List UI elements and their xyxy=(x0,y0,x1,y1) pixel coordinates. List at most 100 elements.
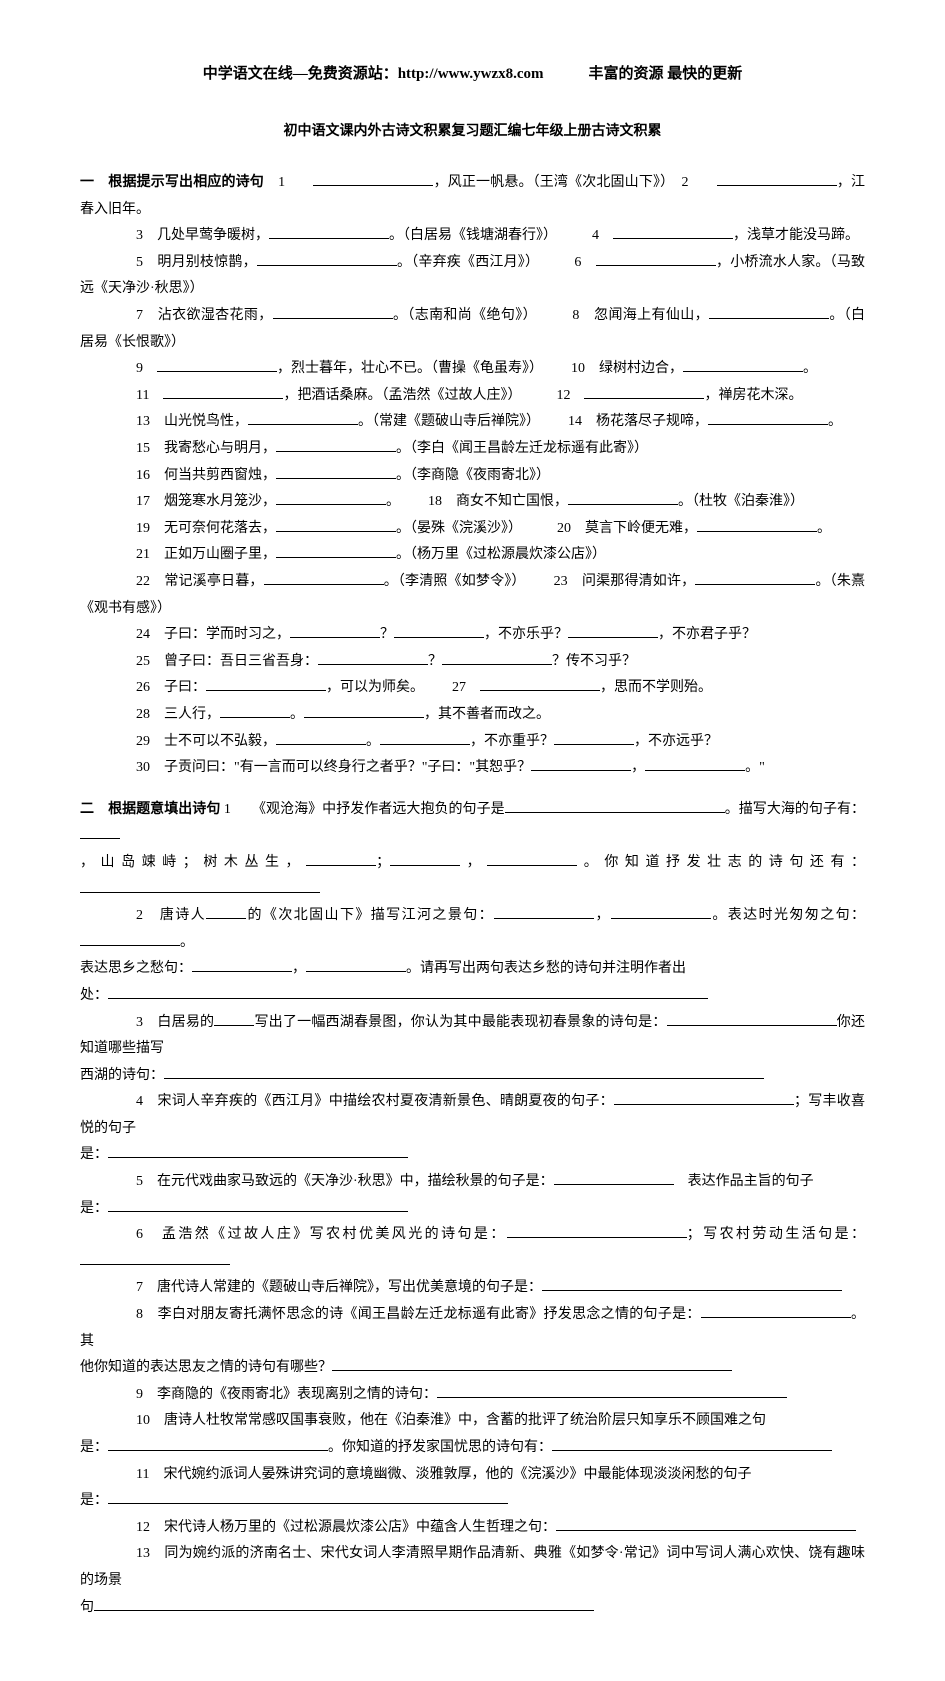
item-line: 7 唐代诗人常建的《题破山寺后禅院》，写出优美意境的句子是： xyxy=(80,1275,865,1302)
blank[interactable] xyxy=(437,1383,787,1398)
blank[interactable] xyxy=(614,1090,794,1105)
blank[interactable] xyxy=(257,251,397,266)
item-num: 10 xyxy=(108,1408,150,1435)
blank[interactable] xyxy=(276,517,396,532)
text: 同为婉约派的济南名士、宋代女词人李清照早期作品清新、典雅《如梦令·常记》词中写词… xyxy=(80,1546,865,1588)
item-line: 5 在元代戏曲家马致远的《天净沙·秋思》中，描绘秋景的句子是： 表达作品主旨的句… xyxy=(80,1169,865,1196)
blank[interactable] xyxy=(554,1170,674,1185)
blank[interactable] xyxy=(192,957,292,972)
blank[interactable] xyxy=(568,623,658,638)
text: 何当共剪西窗烛， xyxy=(164,468,276,483)
blank[interactable] xyxy=(584,384,704,399)
item-line: 13 同为婉约派的济南名士、宋代女词人李清照早期作品清新、典雅《如梦令·常记》词… xyxy=(80,1541,865,1594)
item-num: 28 xyxy=(108,702,150,729)
item-num: 12 xyxy=(108,1515,150,1542)
item-line: 3 几处早莺争暖树，。（白居易《钱塘湖春行》） 4 ，浅草才能没马蹄。 xyxy=(80,223,865,250)
blank[interactable] xyxy=(264,570,384,585)
blank[interactable] xyxy=(380,730,470,745)
blank[interactable] xyxy=(276,730,366,745)
blank[interactable] xyxy=(157,357,277,372)
text: 沾衣欲湿杏花雨， xyxy=(158,308,273,323)
item-num: 29 xyxy=(108,729,150,756)
blank[interactable] xyxy=(80,1250,230,1265)
blank[interactable] xyxy=(645,756,745,771)
text: 。（常建《题破山寺后禅院》） xyxy=(358,414,540,429)
blank[interactable] xyxy=(697,517,817,532)
blank[interactable] xyxy=(709,304,829,319)
item-line: 11 宋代婉约派词人晏殊讲究词的意境幽微、淡雅敦厚，他的《浣溪沙》中最能体现淡淡… xyxy=(80,1462,865,1489)
site-url: http://www.ywzx8.com xyxy=(398,66,544,82)
blank[interactable] xyxy=(554,730,634,745)
blank[interactable] xyxy=(480,676,600,691)
blank[interactable] xyxy=(313,171,433,186)
text: 写出了一幅西湖春景图，你认为其中最能表现初春景象的诗句是： xyxy=(254,1015,666,1030)
blank[interactable] xyxy=(248,410,358,425)
item-line: 15 我寄愁心与明月，。（李白《闻王昌龄左迁龙标遥有此寄》） xyxy=(80,436,865,463)
blank[interactable] xyxy=(507,1223,687,1238)
blank[interactable] xyxy=(206,676,326,691)
blank[interactable] xyxy=(306,957,406,972)
blank[interactable] xyxy=(683,357,803,372)
blank[interactable] xyxy=(269,224,389,239)
blank[interactable] xyxy=(290,623,380,638)
text: 宋词人辛弃疾的《西江月》中描绘农村夏夜清新景色、晴朗夏夜的句子： xyxy=(158,1094,614,1109)
blank[interactable] xyxy=(505,798,725,813)
blank[interactable] xyxy=(390,851,460,866)
text: 。（杨万里《过松源晨炊漆公店》） xyxy=(396,547,606,562)
item-num: 10 xyxy=(543,356,585,383)
blank[interactable] xyxy=(552,1436,832,1451)
text: 。" xyxy=(745,760,765,775)
blank[interactable] xyxy=(108,1489,508,1504)
blank[interactable] xyxy=(568,490,678,505)
item-line: 句 xyxy=(80,1595,865,1622)
text: 。你知道抒发壮志的诗句还有： xyxy=(577,855,865,870)
blank[interactable] xyxy=(220,703,290,718)
text: 。（晏殊《浣溪沙》） xyxy=(396,521,515,536)
blank[interactable] xyxy=(94,1596,594,1611)
blank[interactable] xyxy=(556,1516,856,1531)
item-num: 17 xyxy=(108,489,150,516)
blank[interactable] xyxy=(80,824,120,839)
item-line: 5 明月别枝惊鹊，。（辛弃疾《西江月》） 6 ，小桥流水人家。（马致远《天净沙·… xyxy=(80,250,865,303)
blank[interactable] xyxy=(276,490,386,505)
item-line: 9 ，烈士暮年，壮心不已。（曹操《龟虽寿》）10 绿树村边合，。 xyxy=(80,356,865,383)
blank[interactable] xyxy=(304,703,424,718)
blank[interactable] xyxy=(108,984,708,999)
blank[interactable] xyxy=(442,650,552,665)
blank[interactable] xyxy=(164,1064,764,1079)
blank[interactable] xyxy=(306,851,376,866)
text: 是： xyxy=(80,1147,108,1162)
blank[interactable] xyxy=(108,1436,328,1451)
blank[interactable] xyxy=(487,851,577,866)
blank[interactable] xyxy=(717,171,837,186)
blank[interactable] xyxy=(318,650,428,665)
blank[interactable] xyxy=(701,1303,851,1318)
blank[interactable] xyxy=(708,410,828,425)
blank[interactable] xyxy=(531,756,631,771)
text: 明月别枝惊鹊， xyxy=(157,255,256,270)
blank[interactable] xyxy=(596,251,716,266)
blank[interactable] xyxy=(214,1011,254,1026)
blank[interactable] xyxy=(108,1197,408,1212)
blank[interactable] xyxy=(494,904,594,919)
blank[interactable] xyxy=(276,543,396,558)
text: ， xyxy=(594,908,611,923)
blank[interactable] xyxy=(613,224,733,239)
blank[interactable] xyxy=(80,878,320,893)
blank[interactable] xyxy=(206,904,246,919)
blank[interactable] xyxy=(80,931,180,946)
blank[interactable] xyxy=(542,1276,842,1291)
text: 。（李清照《如梦令》） xyxy=(384,574,526,589)
blank[interactable] xyxy=(394,623,484,638)
blank[interactable] xyxy=(332,1356,732,1371)
blank[interactable] xyxy=(108,1143,408,1158)
blank[interactable] xyxy=(611,904,711,919)
blank[interactable] xyxy=(163,384,283,399)
blank[interactable] xyxy=(273,304,393,319)
item-line: 4 宋词人辛弃疾的《西江月》中描绘农村夏夜清新景色、晴朗夏夜的句子：；写丰收喜悦… xyxy=(80,1089,865,1142)
blank[interactable] xyxy=(276,437,396,452)
item-line: 是： xyxy=(80,1488,865,1515)
blank[interactable] xyxy=(667,1011,837,1026)
blank[interactable] xyxy=(695,570,815,585)
blank[interactable] xyxy=(276,464,396,479)
